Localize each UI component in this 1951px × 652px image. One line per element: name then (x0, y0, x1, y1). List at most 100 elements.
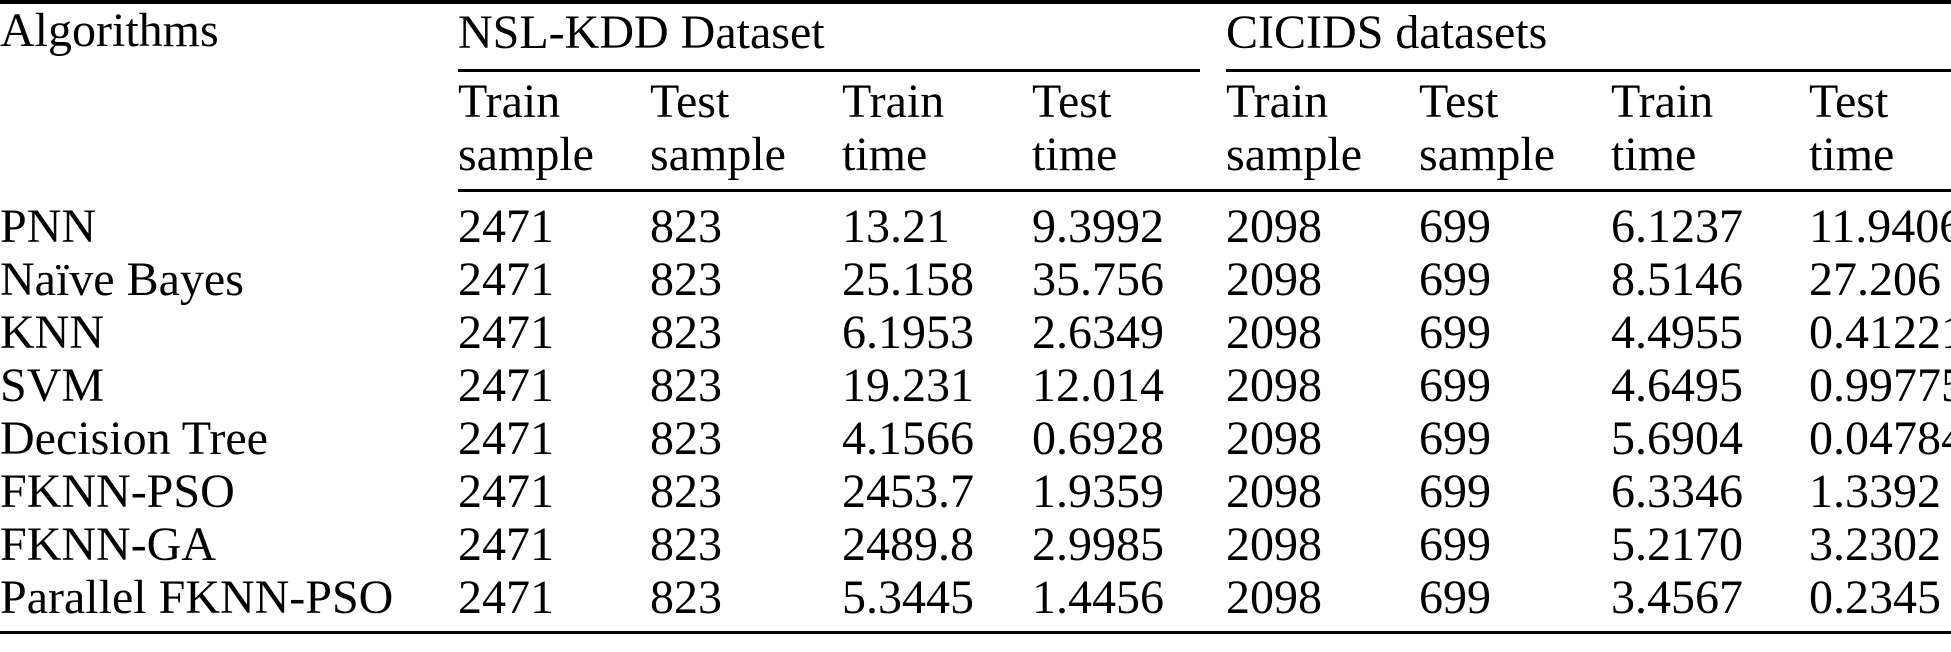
cell-value: 2098 (1226, 571, 1420, 634)
cell-value: 2453.7 (842, 465, 974, 518)
table-row-naive-bayes: Naïve Bayes 2471 823 25.158 35.756 2098 … (0, 253, 1951, 306)
cell-value: 4.6495 (1611, 359, 1744, 412)
cell-value: 699 (1419, 200, 1492, 253)
column-header-line1: Test (1809, 75, 1889, 128)
cell-value: 11.9406 (1809, 200, 1951, 253)
cell-value: 6.1953 (842, 306, 974, 359)
group-header-nsl-kdd: NSL-KDD Dataset (458, 4, 1226, 75)
cell-value: 6.3346 (1611, 465, 1744, 518)
cell-value: 2098 (1226, 518, 1323, 571)
cell-value: 823 (650, 518, 722, 571)
algorithm-name: Naïve Bayes (0, 253, 244, 306)
cell-value: 25.158 (842, 253, 974, 306)
column-header-line1: Test (650, 75, 730, 128)
cell-value: 823 (650, 359, 722, 412)
algorithm-name: FKNN-PSO (0, 465, 235, 518)
group-header-row: Algorithms NSL-KDD Dataset CICIDS datase… (0, 4, 1951, 75)
column-header-nsl-test-time: Test time (1032, 75, 1227, 192)
cell-value: 4.1566 (842, 412, 974, 465)
cell-value: 1.3392 (1809, 465, 1942, 518)
cell-value: 2098 (1226, 412, 1323, 465)
cell-value: 27.206 (1809, 253, 1942, 306)
cell-value: 1.4456 (1032, 571, 1227, 634)
group-header-cicids: CICIDS datasets (1226, 4, 1951, 75)
column-header-line1: Train (458, 75, 561, 128)
cell-value: 35.756 (1032, 253, 1164, 306)
cell-value: 5.3445 (842, 571, 1032, 634)
cell-value: 823 (650, 200, 722, 253)
cell-value: 12.014 (1032, 359, 1164, 412)
cell-value: 1.9359 (1032, 465, 1164, 518)
table-row-pnn: PNN 2471 823 13.21 9.3992 2098 699 6.123… (0, 192, 1951, 253)
cell-value: 2471 (458, 518, 554, 571)
cell-value: 3.2302 (1809, 518, 1942, 571)
algorithm-name: PNN (0, 200, 97, 253)
cell-value: 2098 (1226, 306, 1323, 359)
cell-value: 2471 (458, 571, 650, 634)
column-header-line2: time (1611, 128, 1697, 181)
cell-value: 699 (1419, 465, 1492, 518)
group-header-cicids-underline: CICIDS datasets (1226, 4, 1951, 72)
column-header-cicids-train-time: Train time (1611, 75, 1810, 192)
cell-value: 2.9985 (1032, 518, 1164, 571)
cell-value: 699 (1419, 359, 1492, 412)
algorithm-name: Decision Tree (0, 412, 268, 465)
cell-value: 823 (650, 571, 842, 634)
cell-value: 823 (650, 412, 722, 465)
cell-value: 0.2345 (1809, 571, 1951, 634)
cell-value: 823 (650, 465, 722, 518)
algorithm-name: Parallel FKNN-PSO (0, 571, 458, 634)
cell-value: 2471 (458, 253, 554, 306)
cell-value: 2471 (458, 465, 554, 518)
column-header-cicids-test-sample: Test sample (1419, 75, 1612, 192)
cell-value: 5.2170 (1611, 518, 1744, 571)
cell-value: 2098 (1226, 200, 1323, 253)
cell-value: 2.6349 (1032, 306, 1164, 359)
column-header-line2: sample (458, 128, 594, 181)
algorithm-performance-table: Algorithms NSL-KDD Dataset CICIDS datase… (0, 0, 1951, 634)
column-header-cicids-train-sample: Train sample (1226, 75, 1420, 192)
cell-value: 699 (1419, 306, 1492, 359)
cell-value: 3.4567 (1611, 571, 1810, 634)
group-header-nsl-kdd-label: NSL-KDD Dataset (458, 6, 825, 59)
table-row-parallel-fknn-pso: Parallel FKNN-PSO 2471 823 5.3445 1.4456… (0, 571, 1951, 634)
cell-value: 8.5146 (1611, 253, 1744, 306)
algorithm-name: FKNN-GA (0, 518, 216, 571)
cell-value: 2471 (458, 359, 554, 412)
cell-value: 823 (650, 306, 722, 359)
column-header-line2: sample (1226, 128, 1362, 181)
column-header-line1: Train (842, 75, 945, 128)
column-header-line2: sample (650, 128, 786, 181)
sub-header-row: Train sample Test sample Train time Test… (0, 75, 1951, 192)
cell-value: 0.41221 (1809, 306, 1951, 359)
cell-value: 2098 (1226, 253, 1323, 306)
cell-value: 2489.8 (842, 518, 974, 571)
table-header: Algorithms NSL-KDD Dataset CICIDS datase… (0, 4, 1951, 192)
column-header-nsl-train-sample: Train sample (458, 75, 650, 192)
cell-value: 5.6904 (1611, 412, 1744, 465)
cell-value: 9.3992 (1032, 200, 1164, 253)
table-row-svm: SVM 2471 823 19.231 12.014 2098 699 4.64… (0, 359, 1951, 412)
column-header-algorithms: Algorithms (0, 4, 219, 57)
column-header-line2: time (1809, 128, 1895, 181)
column-header-line1: Test (1032, 75, 1112, 128)
cell-value: 2098 (1226, 465, 1323, 518)
cell-value: 699 (1419, 518, 1492, 571)
cell-value: 4.4955 (1611, 306, 1744, 359)
table-row-decision-tree: Decision Tree 2471 823 4.1566 0.6928 209… (0, 412, 1951, 465)
column-header-line1: Train (1611, 75, 1714, 128)
column-header-line2: time (1032, 128, 1118, 181)
table-body: PNN 2471 823 13.21 9.3992 2098 699 6.123… (0, 192, 1951, 634)
cell-value: 2471 (458, 412, 554, 465)
cell-value: 19.231 (842, 359, 974, 412)
table-row-fknn-pso: FKNN-PSO 2471 823 2453.7 1.9359 2098 699… (0, 465, 1951, 518)
cell-value: 0.6928 (1032, 412, 1164, 465)
cell-value: 13.21 (842, 200, 950, 253)
column-header-cicids-test-time: Test time (1809, 75, 1951, 192)
column-header-nsl-test-sample: Test sample (650, 75, 842, 192)
table-row-fknn-ga: FKNN-GA 2471 823 2489.8 2.9985 2098 699 … (0, 518, 1951, 571)
cell-value: 699 (1419, 412, 1492, 465)
column-header-line1: Train (1226, 75, 1329, 128)
group-header-cicids-label: CICIDS datasets (1226, 6, 1548, 59)
